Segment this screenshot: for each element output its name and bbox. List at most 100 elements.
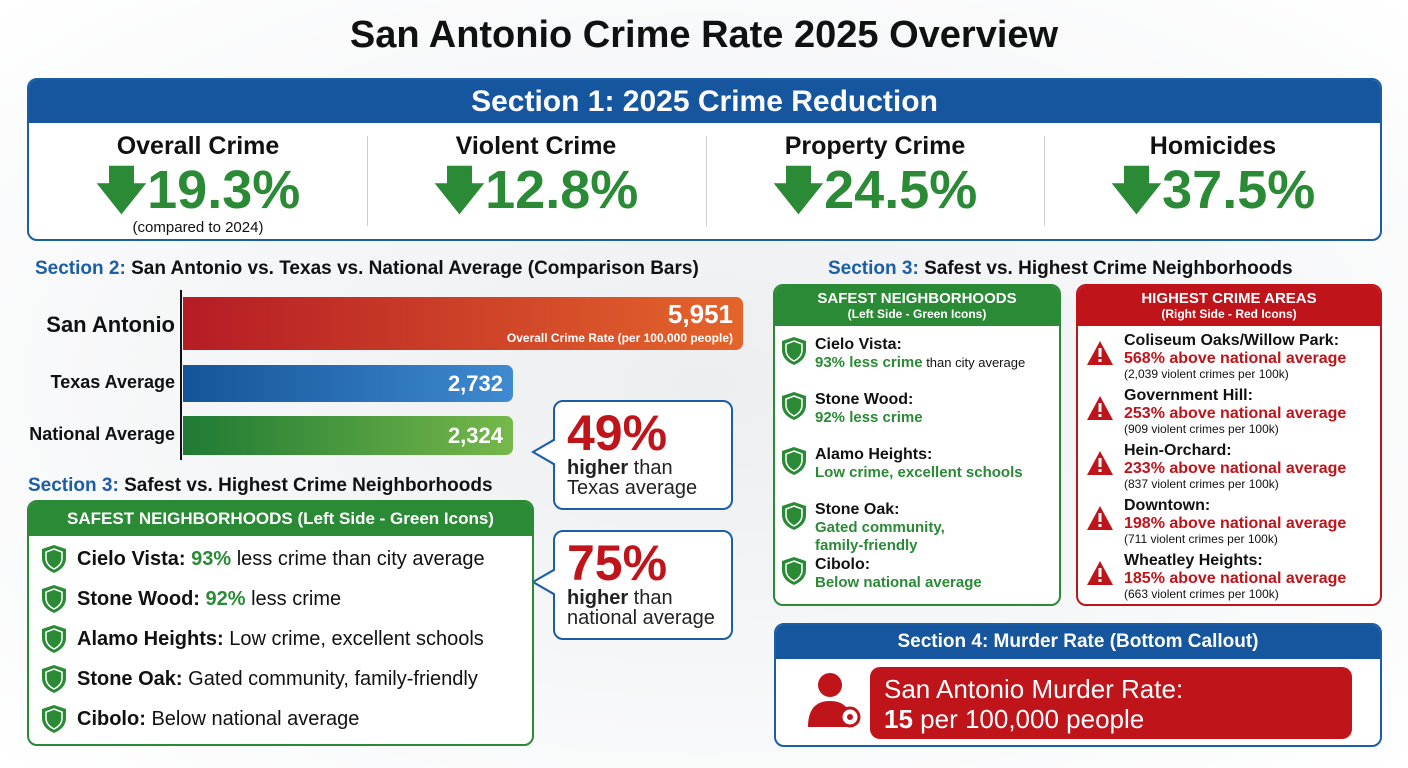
item-detail: (711 violent crimes per 100k)	[1124, 531, 1278, 546]
bar-1: 2,732	[183, 365, 513, 402]
callout-49: 49% higher than Texas average	[531, 400, 733, 510]
safe-item: Cielo Vista: 93% less crime than city av…	[41, 544, 485, 574]
murder-rate-title: San Antonio Murder Rate:	[884, 674, 1184, 704]
stat-violent: Violent Crime 🡇12.8%	[367, 132, 705, 219]
shield-icon	[42, 625, 66, 653]
item-highlight: family-friendly	[815, 536, 918, 554]
safe-item: Alamo Heights: Low crime, excellent schoo…	[781, 446, 1023, 482]
stat-label: Property Crime	[784, 132, 966, 160]
stat-homicides: Homicides 🡇37.5%	[1044, 132, 1380, 219]
person-target-icon	[808, 673, 861, 728]
callout-text: than	[628, 457, 673, 479]
high-crime-item: Hein-Orchard: 233% above national average…	[1086, 442, 1346, 491]
item-detail: (909 violent crimes per 100k)	[1124, 421, 1279, 436]
section2-heading: Section 2: San Antonio vs. Texas vs. Nat…	[35, 258, 699, 280]
page-title: San Antonio Crime Rate 2025 Overview	[349, 14, 1059, 56]
safest-panel-left: SAFEST NEIGHBORHOODS (Left Side - Green …	[27, 500, 534, 746]
item-name: Cibolo:	[815, 556, 871, 573]
stat-property: Property Crime 🡇24.5%	[706, 132, 1044, 219]
section-key: Section 2:	[35, 258, 126, 279]
item-desc: less crime than city average	[231, 547, 485, 570]
down-arrow-icon: 🡇	[1110, 162, 1163, 218]
item-name: Stone Oak:	[815, 501, 900, 518]
bar-note: Overall Crime Rate (per 100,000 people)	[506, 331, 733, 345]
bar-label: National Average	[29, 423, 175, 444]
shield-icon	[782, 557, 806, 585]
bar-0: 5,951 Overall Crime Rate (per 100,000 peo…	[183, 297, 743, 350]
warning-icon	[1087, 506, 1113, 530]
high-crime-item: Government Hill: 253% above national aver…	[1086, 387, 1346, 436]
item-highlight: 93% less crime	[815, 354, 923, 372]
item-name: Stone Oak:	[77, 667, 183, 690]
section-key: Section 3:	[28, 475, 119, 496]
stat-value: 19.3%	[147, 160, 301, 220]
stat-label: Overall Crime	[116, 132, 280, 160]
item-highlight: 92%	[205, 587, 246, 610]
callout-value: 49%	[567, 405, 668, 461]
stat-label: Violent Crime	[455, 132, 617, 160]
item-desc: Low crime, excellent schools	[229, 627, 484, 650]
bar-value: 2,732	[447, 371, 503, 396]
item-desc: less crime	[245, 587, 342, 610]
item-detail: (837 violent crimes per 100k)	[1124, 476, 1279, 491]
warning-icon	[1087, 341, 1113, 365]
item-name: Cielo Vista:	[815, 336, 902, 353]
item-highlight: 93%	[191, 547, 232, 570]
callout-text: than	[628, 587, 673, 609]
high-crime-item: Downtown: 198% above national average (711…	[1086, 497, 1346, 546]
shield-icon	[782, 502, 806, 530]
high-crime-item: Coliseum Oaks/Willow Park: 568% above nat…	[1086, 332, 1346, 381]
item-detail: (663 violent crimes per 100k)	[1124, 586, 1279, 601]
panel-subtitle: (Right Side - Red Icons)	[1161, 307, 1297, 321]
shield-icon	[42, 585, 66, 613]
section-key: Section 3:	[828, 258, 919, 279]
item-name: Government Hill:	[1124, 387, 1253, 404]
item-highlight: 92% less crime	[815, 409, 923, 427]
stat-value: 12.8%	[485, 160, 639, 220]
bar-2: 2,324	[183, 416, 513, 455]
item-name: Cielo Vista:	[77, 547, 186, 570]
bar-value: 2,324	[447, 423, 503, 448]
item-name: Alamo Heights:	[815, 446, 933, 463]
callout-75: 75% higher than national average	[531, 530, 733, 640]
section3-left-heading: Section 3: Safest vs. Highest Crime Neig…	[28, 475, 493, 497]
item-detail: (2,039 violent crimes per 100k)	[1124, 366, 1289, 381]
item-name: Alamo Heights:	[77, 627, 224, 650]
shield-icon	[782, 392, 806, 420]
section-title: San Antonio vs. Texas vs. National Avera…	[131, 258, 699, 279]
stat-value: 24.5%	[824, 160, 978, 220]
shield-icon	[782, 447, 806, 475]
shield-icon	[42, 545, 66, 573]
panel-title: SAFEST NEIGHBORHOODS	[817, 290, 1017, 307]
item-name: Stone Wood:	[77, 587, 200, 610]
item-name: Coliseum Oaks/Willow Park:	[1124, 332, 1340, 349]
shield-icon	[42, 705, 66, 733]
down-arrow-icon: 🡇	[772, 162, 825, 218]
section3-right-heading: Section 3: Safest vs. Highest Crime Neig…	[828, 258, 1293, 280]
safe-item: Stone Oak: Gated community, family-frien…	[41, 664, 478, 694]
item-name: Cibolo:	[77, 707, 146, 730]
item-highlight: Below national average	[815, 574, 982, 592]
stat-overall: Overall Crime 🡇19.3% (compared to 2024)	[29, 132, 367, 236]
safe-item: Cielo Vista: 93% less crime than city ave…	[781, 336, 1025, 372]
safe-item: Cibolo: Below national average	[781, 556, 982, 592]
warning-icon	[1087, 451, 1113, 475]
item-percent: 233% above national average	[1124, 459, 1347, 477]
highest-crime-panel: HIGHEST CRIME AREAS (Right Side - Red Ico…	[1076, 284, 1382, 606]
bar-value: 5,951	[667, 299, 733, 329]
safe-item: Cibolo: Below national average	[41, 704, 359, 734]
callout-text: Texas average	[567, 477, 698, 499]
item-name: Wheatley Heights:	[1124, 552, 1263, 569]
item-highlight: Gated community,	[815, 519, 945, 537]
down-arrow-icon: 🡇	[95, 162, 148, 218]
safe-item: Stone Wood: 92% less crime	[41, 584, 341, 614]
panel-subtitle: (Left Side - Green Icons)	[847, 307, 987, 321]
item-name: Hein-Orchard:	[1124, 442, 1232, 459]
callout-text: higher	[567, 457, 629, 479]
down-arrow-icon: 🡇	[433, 162, 486, 218]
item-desc: than city average	[922, 355, 1026, 371]
item-desc: Gated community, family-friendly	[188, 667, 478, 690]
murder-rate-unit: per 100,000 people	[912, 703, 1145, 734]
murder-rate-callout: San Antonio Murder Rate: 15 per 100,000 …	[870, 667, 1352, 739]
safe-item: Stone Wood: 92% less crime	[781, 391, 923, 427]
